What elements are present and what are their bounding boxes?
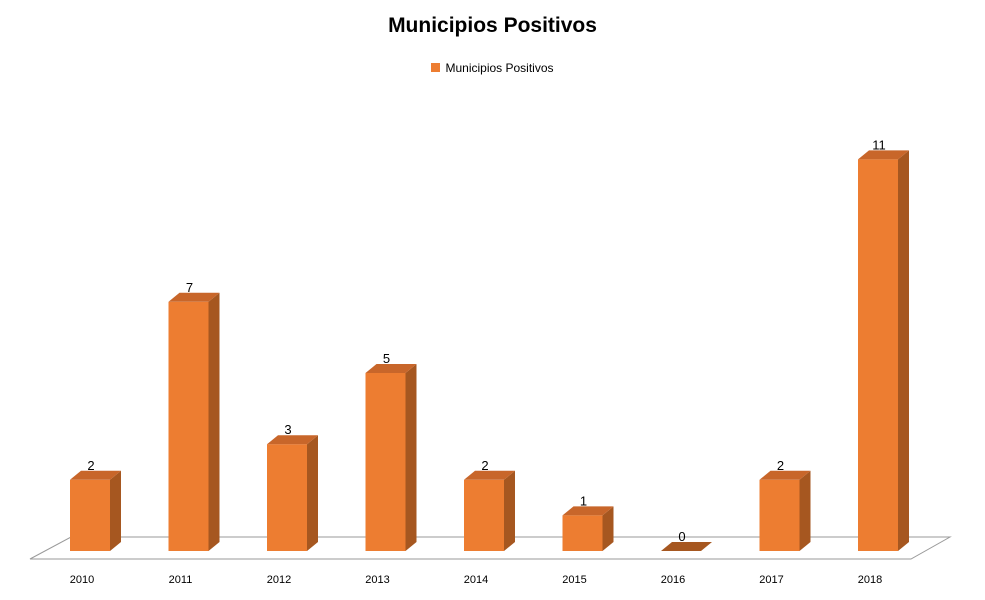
bar-2018 (858, 150, 909, 551)
bar-front (464, 479, 504, 551)
bar-2015 (562, 506, 614, 551)
x-tick-label: 2018 (858, 574, 882, 586)
legend-swatch (431, 63, 441, 72)
x-tick-label: 2011 (169, 574, 193, 586)
chart-title: Municipios Positivos (388, 14, 597, 37)
x-tick-label: 2016 (661, 574, 685, 586)
data-label: 2 (777, 458, 784, 473)
x-tick-label: 2012 (267, 574, 291, 586)
x-tick-label: 2013 (365, 574, 389, 586)
bar-side (405, 364, 417, 551)
bar-top (365, 364, 417, 373)
bar-side (110, 470, 121, 551)
bar-front (562, 515, 603, 551)
data-label: 2 (481, 458, 488, 473)
bar-top (267, 435, 318, 445)
bar-top (661, 542, 712, 551)
data-label: 1 (580, 493, 587, 508)
bar-front (267, 444, 307, 551)
bar-2013 (365, 364, 417, 551)
data-label: 3 (284, 422, 291, 437)
bar-front (168, 301, 209, 551)
bar-front (858, 159, 898, 551)
bar-front (70, 479, 110, 551)
bar-2014 (464, 470, 515, 551)
legend-label: Municipios Positivos (445, 61, 554, 75)
bar-top (858, 150, 909, 160)
bar-top (168, 292, 220, 302)
bar-top (759, 470, 811, 480)
bar-side (208, 292, 220, 551)
bar-2017 (759, 470, 811, 551)
bar-2011 (168, 292, 220, 551)
bar-top (70, 470, 121, 480)
x-tick-label: 2010 (70, 574, 94, 586)
bar-2016 (661, 542, 712, 551)
bar-side (799, 470, 811, 551)
data-label: 7 (186, 280, 193, 295)
data-label: 0 (678, 529, 685, 544)
x-tick-label: 2014 (464, 574, 488, 586)
bar-front (759, 479, 800, 551)
bar-side (602, 506, 614, 551)
x-tick-label: 2015 (562, 574, 586, 586)
bar-top (464, 470, 515, 480)
data-label: 5 (383, 351, 390, 366)
data-label: 2 (87, 458, 94, 473)
bar-side (504, 470, 515, 551)
legend: Municipios Positivos (0, 61, 985, 75)
bar-2010 (70, 470, 121, 551)
bar-side (898, 150, 909, 551)
bar-top (562, 506, 614, 516)
bar-2012 (267, 435, 318, 551)
x-tick-label: 2017 (759, 574, 783, 586)
bar-front (365, 373, 406, 551)
bar-side (307, 435, 318, 551)
data-label: 11 (872, 137, 886, 152)
